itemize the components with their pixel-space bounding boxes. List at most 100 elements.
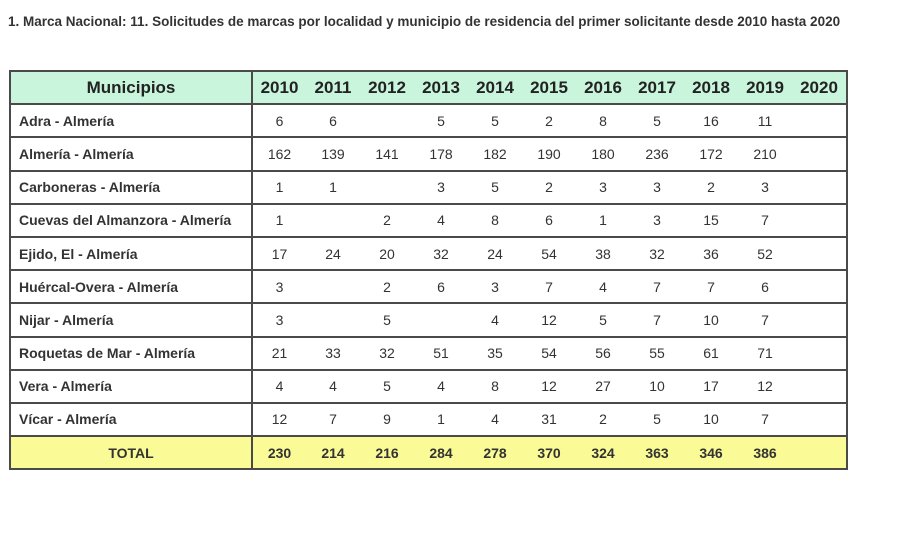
column-header-year: 2011 (306, 69, 360, 106)
table-cell: 210 (738, 136, 792, 172)
table-cell: 236 (630, 136, 684, 172)
table-cell: 33 (306, 335, 360, 371)
column-header-municipios: Municipios (9, 69, 253, 106)
table-cell: 32 (630, 235, 684, 272)
table-cell (360, 103, 414, 139)
total-cell: 284 (414, 435, 468, 471)
table-row: Carboneras - Almería 1 1 3 5 2 3 3 2 3 (9, 169, 848, 205)
total-cell (792, 435, 848, 471)
table-row: Nijar - Almería 3 5 4 12 5 7 10 7 (9, 302, 848, 338)
table-cell: 7 (306, 401, 360, 438)
table-cell: 8 (468, 368, 522, 404)
table-cell: 6 (306, 103, 360, 139)
table-cell: 3 (630, 202, 684, 238)
table-row: Ejido, El - Almería 17 24 20 32 24 54 38 32 36 52 (9, 235, 848, 272)
table-cell: 55 (630, 335, 684, 371)
total-label: TOTAL (9, 435, 253, 471)
column-header-year: 2013 (414, 69, 468, 106)
municipio-name: Adra - Almería (9, 103, 253, 139)
table-cell: 178 (414, 136, 468, 172)
column-header-year: 2010 (252, 69, 306, 106)
column-header-year: 2020 (792, 69, 848, 106)
table-cell (792, 335, 848, 371)
table-cell: 71 (738, 335, 792, 371)
table-row: Cuevas del Almanzora - Almería 1 2 4 8 6 1 3 15 7 (9, 202, 848, 238)
table-cell: 5 (630, 401, 684, 438)
table-cell: 4 (468, 401, 522, 438)
municipio-name: Roquetas de Mar - Almería (9, 335, 253, 371)
table-cell: 9 (360, 401, 414, 438)
table-cell (792, 235, 848, 272)
table-cell: 162 (252, 136, 306, 172)
table-cell: 17 (252, 235, 306, 272)
municipio-name: Cuevas del Almanzora - Almería (9, 202, 253, 238)
table-cell: 31 (522, 401, 576, 438)
table-cell: 2 (360, 269, 414, 305)
table-cell: 172 (684, 136, 738, 172)
table-cell (792, 103, 848, 139)
table-cell: 6 (522, 202, 576, 238)
table-cell: 5 (468, 169, 522, 205)
table-cell: 4 (468, 302, 522, 338)
table-cell: 2 (576, 401, 630, 438)
table-cell: 12 (252, 401, 306, 438)
municipio-name: Ejido, El - Almería (9, 235, 253, 272)
municipio-name: Huércal-Overa - Almería (9, 269, 253, 305)
table-cell: 8 (576, 103, 630, 139)
table-cell: 3 (576, 169, 630, 205)
total-row: TOTAL 230 214 216 284 278 370 324 363 346 386 (9, 435, 848, 471)
table-cell: 61 (684, 335, 738, 371)
table-cell: 139 (306, 136, 360, 172)
table-cell: 12 (522, 368, 576, 404)
table-cell (792, 302, 848, 338)
table-cell: 1 (252, 202, 306, 238)
table-cell (792, 202, 848, 238)
total-cell: 363 (630, 435, 684, 471)
table-cell: 2 (360, 202, 414, 238)
table-row: Roquetas de Mar - Almería 21 33 32 51 35 54 56 5… (9, 335, 848, 371)
table-cell: 15 (684, 202, 738, 238)
table-cell: 20 (360, 235, 414, 272)
table-cell: 10 (630, 368, 684, 404)
table-cell: 141 (360, 136, 414, 172)
municipio-name: Vícar - Almería (9, 401, 253, 438)
table-cell (360, 169, 414, 205)
table-row: Adra - Almería 6 6 5 5 2 8 5 16 11 (9, 103, 848, 139)
table-cell: 7 (684, 269, 738, 305)
table-cell (792, 169, 848, 205)
table-cell: 10 (684, 401, 738, 438)
municipio-name: Carboneras - Almería (9, 169, 253, 205)
table-cell (792, 401, 848, 438)
total-cell: 214 (306, 435, 360, 471)
page-title: 1. Marca Nacional: 11. Solicitudes de ma… (8, 14, 841, 29)
table-cell: 21 (252, 335, 306, 371)
table-cell: 5 (576, 302, 630, 338)
table-cell: 8 (468, 202, 522, 238)
table-cell: 5 (360, 368, 414, 404)
table-cell: 182 (468, 136, 522, 172)
table-cell: 4 (414, 202, 468, 238)
table-cell: 4 (414, 368, 468, 404)
table-cell: 24 (306, 235, 360, 272)
table-cell: 3 (414, 169, 468, 205)
table-cell: 1 (576, 202, 630, 238)
table-row: Almería - Almería 162 139 141 178 182 190 180 23… (9, 136, 848, 172)
column-header-year: 2017 (630, 69, 684, 106)
total-cell: 346 (684, 435, 738, 471)
table-cell (306, 269, 360, 305)
table-cell: 56 (576, 335, 630, 371)
table-cell (792, 269, 848, 305)
column-header-year: 2012 (360, 69, 414, 106)
table-cell: 52 (738, 235, 792, 272)
municipios-table: Municipios 2010 2011 2012 2013 2014 2015 2016 2… (9, 69, 848, 471)
table-cell: 5 (414, 103, 468, 139)
table-row: Huércal-Overa - Almería 3 2 6 3 7 4 7 7 6 (9, 269, 848, 305)
table-row: Vera - Almería 4 4 5 4 8 12 27 10 17 12 (9, 368, 848, 404)
table-cell: 3 (630, 169, 684, 205)
table-cell: 16 (684, 103, 738, 139)
column-header-year: 2016 (576, 69, 630, 106)
municipio-name: Nijar - Almería (9, 302, 253, 338)
table-cell: 54 (522, 335, 576, 371)
table-cell: 2 (522, 169, 576, 205)
column-header-year: 2019 (738, 69, 792, 106)
